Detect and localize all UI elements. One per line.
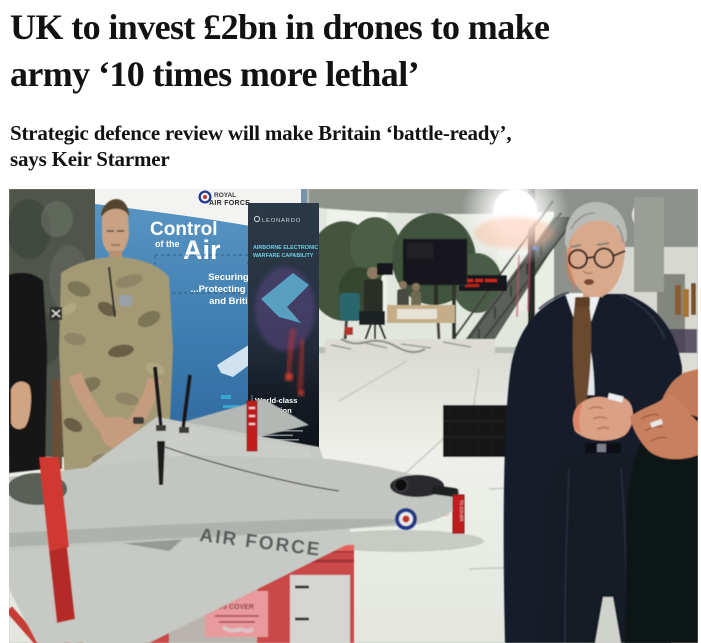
standfirst: Strategic defence review will make Brita…: [10, 120, 512, 172]
svg-text:TS COVER: TS COVER: [459, 500, 464, 521]
svg-text:of the: of the: [155, 239, 180, 249]
photo-illustration: ROYAL AIR FORCE Control of the Air Secur…: [9, 189, 698, 643]
svg-text:AIRBORNE ELECTRONIC: AIRBORNE ELECTRONIC: [253, 245, 318, 251]
hanging-tag-banner: [246, 395, 258, 452]
svg-text:Control: Control: [150, 219, 218, 240]
leonardo-subtitle: AIRBORNE ELECTRONIC WARFARE CAPABILITY: [253, 245, 318, 259]
headline-line-2: army ‘10 times more lethal’: [10, 54, 420, 94]
svg-text:World-class: World-class: [255, 396, 297, 405]
drone-antennas: [153, 366, 340, 492]
leonardo-artwork: [255, 267, 315, 396]
starmer-hands: [573, 393, 633, 441]
standfirst-line-1: Strategic defence review will make Brita…: [10, 121, 512, 145]
drone: TS COVER AIR FORCE: [9, 366, 465, 643]
remove-before-flight-tag: TS COVER: [452, 488, 465, 534]
red-led-sign: [459, 275, 507, 291]
leonardo-logo: LEONARDO: [253, 215, 301, 224]
headline: UK to invest £2bn in drones to make army…: [10, 4, 550, 98]
svg-text:TS COVER: TS COVER: [218, 604, 254, 611]
glasses: [568, 247, 626, 269]
svg-text:...Protecting UK Citizens: ...Protecting UK Citizens: [191, 284, 301, 295]
control-of-the-air-title: Control of the Air: [150, 219, 221, 265]
svg-text:LEONARDO: LEONARDO: [262, 218, 301, 224]
drone-strap: [39, 457, 75, 623]
drone-nose: [390, 475, 459, 498]
headline-line-1: UK to invest £2bn in drones to make: [10, 7, 550, 47]
studio-light: [461, 189, 569, 267]
svg-text:Air: Air: [183, 235, 221, 265]
article-photo: ROYAL AIR FORCE Control of the Air Secur…: [9, 189, 698, 643]
standfirst-line-2: says Keir Starmer: [10, 147, 170, 171]
bystander-right: [625, 369, 698, 643]
tv-screen: [402, 238, 468, 311]
raf-logo-line2: AIR FORCE: [209, 200, 250, 207]
svg-text:WARFARE CAPABILITY: WARFARE CAPABILITY: [253, 253, 314, 259]
raf-roundel-logo: ROYAL AIR FORCE: [198, 190, 250, 207]
keir-starmer: [503, 197, 682, 643]
raf-logo-line1: ROYAL: [214, 192, 236, 199]
raf-roundel-nose: [395, 508, 417, 530]
bystander-left: [9, 273, 47, 473]
